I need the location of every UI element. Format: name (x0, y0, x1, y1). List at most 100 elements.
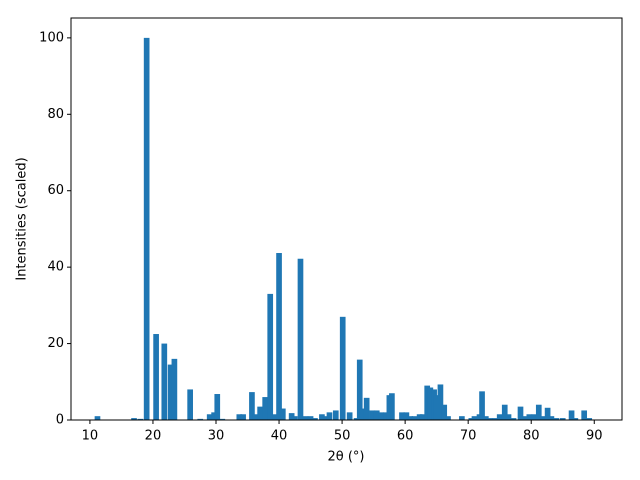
bar (236, 414, 243, 420)
bar (353, 418, 360, 420)
bar (496, 414, 503, 420)
y-tick-label: 60 (47, 183, 64, 198)
x-tick-label: 20 (145, 429, 162, 444)
bar (479, 391, 485, 420)
bar (427, 387, 434, 420)
bar (492, 418, 499, 420)
x-tick-label: 50 (334, 429, 351, 444)
y-tick-label: 0 (56, 413, 64, 428)
bar (437, 384, 444, 420)
bar (359, 408, 366, 420)
x-tick-label: 70 (460, 429, 477, 444)
x-tick-label: 10 (82, 429, 99, 444)
bar (373, 410, 380, 420)
bar (407, 416, 414, 420)
bar (399, 412, 405, 420)
bar (548, 416, 555, 420)
bar (288, 413, 295, 420)
bar (363, 397, 370, 420)
x-tick-label: 90 (586, 429, 603, 444)
bar (441, 404, 448, 420)
bar (171, 358, 178, 420)
bar (544, 407, 551, 420)
bar (572, 418, 579, 420)
bar (131, 418, 137, 420)
bar (586, 418, 593, 420)
bar (197, 418, 204, 420)
bar (279, 408, 286, 420)
bar (389, 393, 395, 420)
y-tick-label: 40 (47, 260, 64, 275)
bar (297, 258, 304, 420)
bar (206, 414, 213, 420)
bar (433, 395, 440, 420)
bar (411, 416, 418, 420)
bar (539, 416, 546, 420)
bar (419, 414, 426, 420)
bar (137, 418, 144, 420)
bar (291, 416, 298, 420)
bar (257, 406, 263, 420)
x-axis-label: 2θ (°) (327, 450, 364, 465)
bar (531, 414, 538, 420)
y-tick-label: 20 (47, 336, 64, 351)
bar (323, 416, 330, 420)
bar (520, 416, 527, 420)
bar (219, 418, 226, 420)
bar (459, 416, 465, 420)
bar (262, 397, 269, 420)
bar (445, 416, 451, 420)
bar (167, 364, 174, 420)
bar (482, 416, 489, 420)
bar (356, 359, 363, 420)
bar (568, 410, 575, 420)
bar (143, 37, 150, 420)
bar (416, 414, 423, 420)
bar (526, 414, 533, 420)
bar (369, 410, 376, 420)
bar (187, 389, 193, 420)
bar (252, 414, 259, 420)
bar (302, 416, 309, 420)
bar (332, 410, 339, 420)
bar (153, 334, 159, 420)
bar (378, 412, 385, 420)
y-axis-label: Intensities (scaled) (15, 157, 30, 280)
bar (307, 416, 314, 420)
bar (214, 394, 221, 420)
bar (471, 416, 478, 420)
bar (553, 418, 560, 420)
y-tick-label: 80 (47, 107, 64, 122)
bar (276, 253, 282, 420)
bar (326, 412, 333, 420)
bar (403, 412, 410, 420)
bar (517, 406, 524, 420)
bars (94, 37, 593, 420)
bar (94, 416, 101, 420)
y-tick-label: 100 (39, 30, 64, 45)
bar (383, 412, 390, 420)
axes-frame (70, 17, 623, 421)
bar (505, 414, 512, 420)
bar (468, 418, 475, 420)
bar (559, 418, 566, 420)
bar (339, 316, 346, 420)
bar (424, 385, 431, 420)
bar (535, 404, 542, 420)
bar (240, 414, 246, 420)
bar (501, 404, 508, 420)
bar (510, 418, 517, 420)
bar (487, 418, 494, 420)
bar (581, 410, 588, 420)
bar (211, 412, 217, 420)
x-tick-label: 40 (271, 429, 288, 444)
x-tick-label: 60 (397, 429, 414, 444)
x-tick-label: 30 (208, 429, 225, 444)
bar (249, 392, 255, 420)
bar (319, 414, 325, 420)
bar (161, 343, 168, 420)
bar (312, 418, 318, 420)
bar (272, 414, 279, 420)
